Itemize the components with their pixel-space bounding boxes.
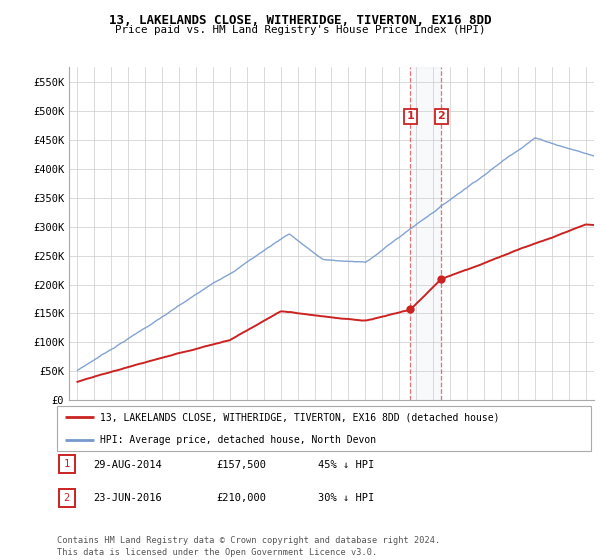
Text: Price paid vs. HM Land Registry's House Price Index (HPI): Price paid vs. HM Land Registry's House …: [115, 25, 485, 35]
FancyBboxPatch shape: [59, 455, 74, 473]
Text: 1: 1: [407, 111, 414, 122]
Bar: [410, 67, 441, 400]
Text: 13, LAKELANDS CLOSE, WITHERIDGE, TIVERTON, EX16 8DD (detached house): 13, LAKELANDS CLOSE, WITHERIDGE, TIVERTO…: [100, 412, 499, 422]
FancyBboxPatch shape: [59, 489, 74, 507]
Text: Contains HM Land Registry data © Crown copyright and database right 2024.
This d: Contains HM Land Registry data © Crown c…: [57, 536, 440, 557]
FancyBboxPatch shape: [57, 406, 591, 451]
Text: 45% ↓ HPI: 45% ↓ HPI: [318, 460, 374, 470]
Text: 30% ↓ HPI: 30% ↓ HPI: [318, 493, 374, 503]
Text: 2: 2: [64, 493, 70, 503]
Text: HPI: Average price, detached house, North Devon: HPI: Average price, detached house, Nort…: [100, 435, 376, 445]
Text: 13, LAKELANDS CLOSE, WITHERIDGE, TIVERTON, EX16 8DD: 13, LAKELANDS CLOSE, WITHERIDGE, TIVERTO…: [109, 14, 491, 27]
Text: 1: 1: [64, 459, 70, 469]
Text: £157,500: £157,500: [216, 460, 266, 470]
Text: 2: 2: [437, 111, 445, 122]
Text: 29-AUG-2014: 29-AUG-2014: [93, 460, 162, 470]
Text: £210,000: £210,000: [216, 493, 266, 503]
Text: 23-JUN-2016: 23-JUN-2016: [93, 493, 162, 503]
